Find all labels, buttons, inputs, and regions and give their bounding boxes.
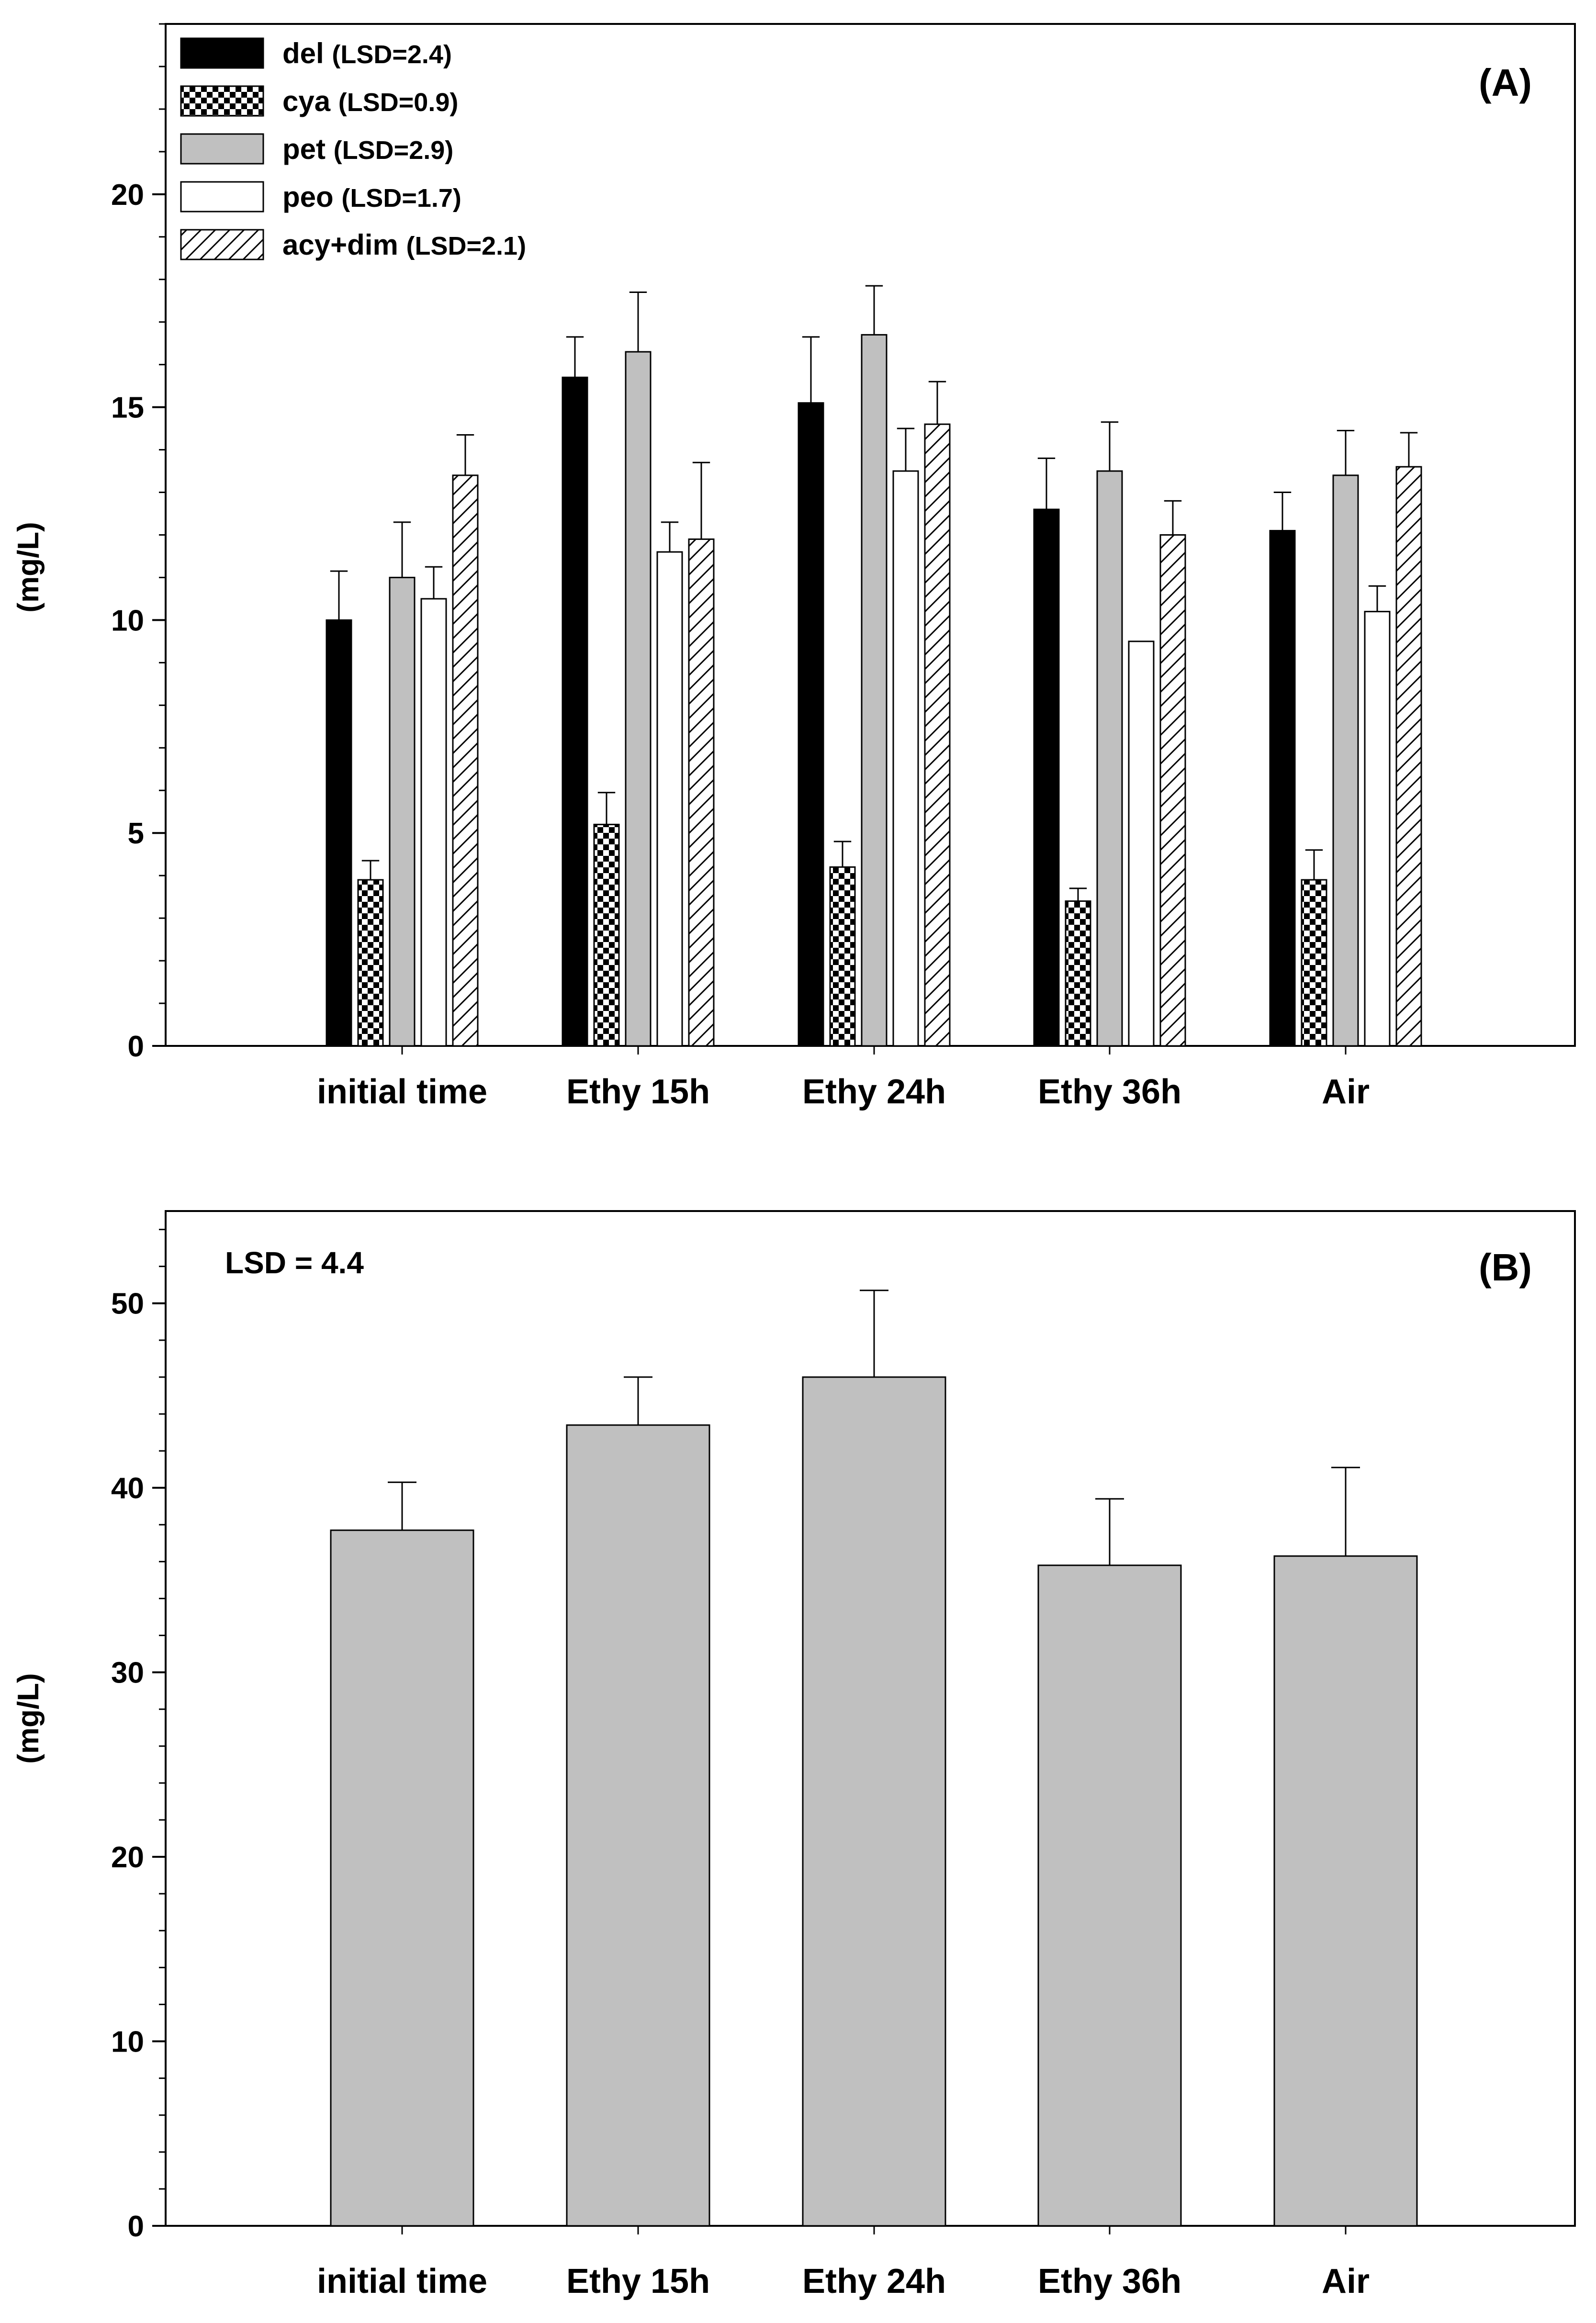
legend: del (LSD=2.4) cya (LSD=0.9) pet (LSD=2.9) p… (180, 37, 526, 261)
bar-a-pet-4 (1332, 474, 1359, 1047)
bar-a-peo-2 (892, 470, 919, 1047)
bar-a-del-1 (562, 376, 588, 1047)
panel-b-category-label: Air (1322, 2262, 1370, 2301)
panel-a-ytick-label: 20 (111, 179, 144, 212)
plot-layer: 0 5 10 15 20 initial time Ethy 15h Ethy 24h Ethy… (111, 23, 1576, 2301)
bar-a-cya-2 (829, 866, 856, 1047)
panel-a-category-label: Air (1322, 1073, 1370, 1111)
bar-a-pet-1 (625, 351, 652, 1047)
legend-lsd-peo: (LSD=1.7) (341, 184, 461, 213)
panel-a-category-label: initial time (317, 1073, 487, 1111)
panel-a-ytick-label: 5 (128, 817, 144, 850)
legend-label-cya: cya (LSD=0.9) (282, 85, 458, 117)
panel-a-ytick-label: 10 (111, 604, 144, 637)
legend-label-pet: pet (LSD=2.9) (282, 133, 453, 165)
bar-a-acydim-4 (1395, 466, 1422, 1047)
legend-swatch-cya (180, 85, 264, 117)
bar-b-total-3 (1037, 1564, 1182, 2227)
legend-lsd-cya: (LSD=0.9) (338, 88, 459, 117)
bar-b-total-4 (1273, 1555, 1418, 2227)
panel-a-label: (A) (1479, 61, 1532, 104)
legend-lsd-pet: (LSD=2.9) (334, 136, 454, 165)
panel-b-label: (B) (1479, 1246, 1532, 1289)
panel-a-category-label: Ethy 36h (1038, 1073, 1181, 1111)
panel-b-ytick-label: 0 (128, 2210, 144, 2243)
legend-swatch-pet (180, 133, 264, 165)
bar-a-peo-4 (1364, 611, 1391, 1047)
bar-a-cya-0 (357, 879, 384, 1047)
panel-b-category-label: Ethy 36h (1038, 2262, 1181, 2301)
panel-b-ytick-label: 50 (111, 1288, 144, 1321)
bar-a-acydim-3 (1159, 534, 1186, 1047)
legend-lsd-del: (LSD=2.4) (332, 40, 452, 69)
legend-lsd-acydim: (LSD=2.1) (406, 232, 527, 260)
bar-b-total-1 (566, 1424, 710, 2227)
panel-b-ytick-label: 10 (111, 2026, 144, 2059)
panel-b-lsd-annotation: LSD = 4.4 (225, 1246, 364, 1280)
bar-a-del-0 (326, 619, 352, 1047)
panel-b-ytick-label: 30 (111, 1657, 144, 1690)
bar-a-cya-3 (1065, 900, 1091, 1047)
legend-swatch-acydim (180, 229, 264, 260)
legend-label-peo: peo (LSD=1.7) (282, 181, 461, 213)
bar-b-total-2 (802, 1376, 946, 2227)
bar-a-pet-2 (861, 334, 888, 1047)
panel-a: 0 5 10 15 20 initial time Ethy 15h Ethy 24h Ethy… (111, 23, 1576, 1111)
panel-b-ylabel: (mg/L) (12, 1673, 45, 1763)
bar-a-acydim-2 (924, 423, 951, 1047)
panel-a-category-label: Ethy 24h (802, 1073, 946, 1111)
bar-a-pet-3 (1096, 470, 1123, 1047)
panel-a-ytick-label: 0 (128, 1030, 144, 1063)
legend-label-acydim: acy+dim (LSD=2.1) (282, 229, 526, 261)
bar-a-peo-3 (1128, 640, 1155, 1047)
legend-swatch-peo (180, 181, 264, 213)
bar-a-acydim-1 (688, 538, 715, 1047)
panel-b-ytick-label: 20 (111, 1841, 144, 1874)
bar-a-del-2 (798, 402, 824, 1047)
panel-b-ytick-label: 40 (111, 1472, 144, 1505)
bar-a-pet-0 (389, 576, 416, 1047)
bar-a-del-4 (1269, 530, 1296, 1047)
bar-a-cya-4 (1301, 879, 1327, 1047)
legend-swatch-del (180, 37, 264, 69)
bar-a-peo-1 (656, 551, 683, 1047)
panel-b: 0 10 20 30 40 50 initial time Ethy 15h Ethy 24h E… (111, 1210, 1576, 2301)
panel-b-category-label: Ethy 15h (566, 2262, 710, 2301)
bar-a-acydim-0 (452, 474, 479, 1047)
bar-b-total-0 (330, 1529, 474, 2227)
panel-b-category-label: initial time (317, 2262, 487, 2301)
panel-a-ylabel: (mg/L) (12, 522, 45, 612)
panel-b-category-label: Ethy 24h (802, 2262, 946, 2301)
bar-a-del-3 (1033, 508, 1060, 1047)
legend-label-del: del (LSD=2.4) (282, 37, 452, 69)
panel-a-ytick-label: 15 (111, 392, 144, 425)
bar-a-peo-0 (420, 598, 447, 1047)
panel-a-category-label: Ethy 15h (566, 1073, 710, 1111)
bar-a-cya-1 (593, 823, 620, 1047)
